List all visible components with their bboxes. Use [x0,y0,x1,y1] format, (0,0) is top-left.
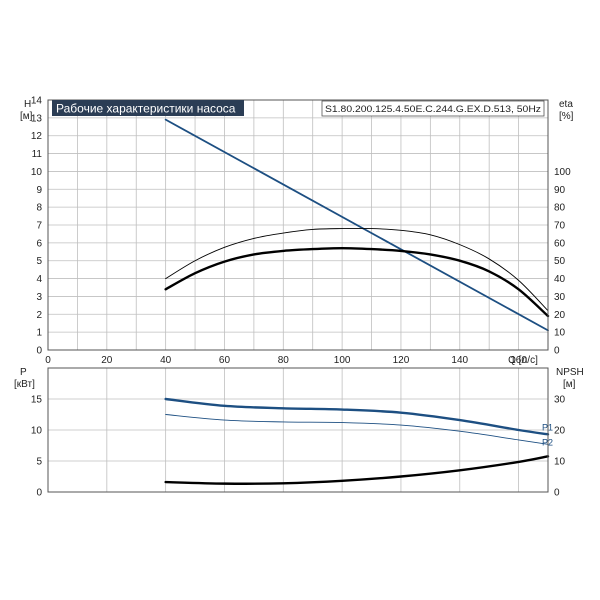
head-curve [164,118,549,332]
series-p2-curve [165,414,549,445]
chart-title: Рабочие характеристики насоса [56,102,236,116]
power-tick-label: 5 [36,457,42,468]
flow-tick-label: 80 [278,355,290,366]
top-grid [48,99,548,350]
flow-tick-label: 40 [160,355,172,366]
power-axis-label: P [20,367,27,378]
npsh-tick-label: 20 [554,426,566,437]
efficiency-tick-label: 50 [554,256,566,267]
head-tick-label: 3 [36,292,42,303]
head-tick-label: 8 [36,203,42,214]
npsh-axis-unit: [м] [563,379,576,390]
bottom-plot-frame [47,367,549,493]
top-plot-frame [47,99,549,351]
efficiency-tick-label: 10 [554,328,566,339]
head-tick-label: 2 [36,310,42,321]
bottom-left-axis-ticks: 0 5 10 15 [31,395,43,499]
series-labels: P1 P2 [542,422,553,447]
series-label-p1: P1 [542,422,553,432]
npsh-curve [164,455,550,485]
efficiency-tick-label: 80 [554,203,566,214]
head-tick-label: 7 [36,221,42,232]
head-tick-label: 12 [31,131,43,142]
top-right-axis-ticks: 0 10 20 30 40 50 60 70 80 90 100 [554,167,571,357]
npsh-tick-label: 30 [554,395,566,406]
head-axis-label: H [24,99,31,110]
flow-tick-label: 20 [101,355,113,366]
npsh-axis-label: NPSH [556,367,584,378]
head-tick-label: 11 [32,149,43,160]
efficiency-tick-label: 100 [554,167,571,178]
efficiency-tick-label: 0 [554,346,560,357]
head-tick-label: 4 [36,274,42,285]
power-tick-label: 10 [31,426,43,437]
power-tick-label: 15 [31,395,43,406]
flow-tick-label: 100 [334,355,351,366]
head-tick-label: 0 [36,346,42,357]
efficiency-axis-unit: [%] [559,111,574,122]
power-axis-unit: [кВт] [14,379,35,390]
head-tick-label: 6 [36,238,42,249]
bottom-right-axis-ticks: 0 10 20 30 [554,395,566,499]
flow-tick-label: 120 [393,355,410,366]
efficiency-tick-label: 40 [554,274,566,285]
efficiency-tick-label: 70 [554,221,566,232]
series-label-p2: P2 [542,437,553,447]
efficiency-axis-label: eta [559,99,573,110]
power-tick-label: 0 [36,488,42,499]
efficiency-tick-label: 90 [554,185,566,196]
head-tick-label: 1 [36,328,42,339]
bottom-grid [48,368,548,492]
efficiency-tick-label: 20 [554,310,566,321]
efficiency-curve-thin [165,227,549,312]
head-tick-label: 5 [36,256,42,267]
power-npsh-panel: 0 5 10 15 0 10 20 30 P1 P2 P [кВт] NPSH [м] [14,367,584,499]
flow-tick-label: 160 [510,355,527,366]
x-axis-ticks: 0 20 40 60 80 100 120 140 160 [45,355,527,366]
model-label-box [321,100,545,117]
flow-tick-label: 140 [451,355,468,366]
head-tick-label: 14 [31,96,43,107]
series-p1-curve [164,397,550,436]
bottom-series-layer [164,397,550,485]
flow-tick-label: 60 [219,355,231,366]
head-axis-unit: [м] [20,111,33,122]
head-tick-label: 10 [31,167,43,178]
efficiency-tick-label: 60 [554,238,566,249]
npsh-tick-label: 0 [554,488,560,499]
efficiency-tick-label: 30 [554,292,566,303]
model-label: S1.80.200.125.4.50E.C.244.G.EX.D.513, 50… [325,104,541,114]
head-tick-label: 13 [31,113,43,124]
chart-title-background [52,100,244,116]
flow-tick-label: 0 [45,355,51,366]
npsh-tick-label: 10 [554,457,566,468]
flow-axis-label: Q [л/с] [508,355,538,366]
top-series-layer [164,118,550,332]
head-tick-label: 9 [36,185,42,196]
efficiency-curve-thick [164,247,550,318]
